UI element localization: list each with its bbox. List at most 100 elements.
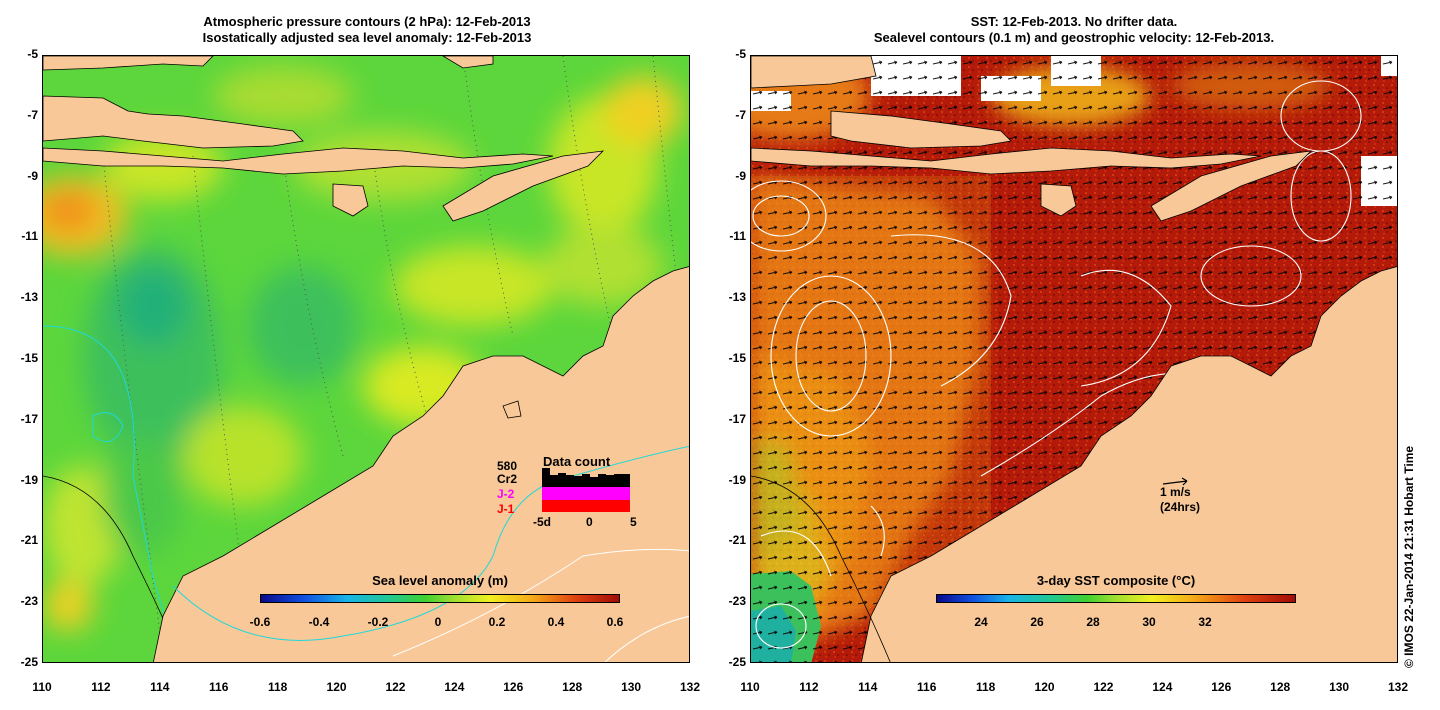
sla-tick: 0.6 [606, 615, 624, 629]
left-x-tick: 122 [385, 680, 406, 694]
right-y-tick: -11 [729, 229, 746, 244]
sst-tick: 28 [1086, 615, 1100, 629]
white-contour [392, 548, 689, 657]
right-title-line2: Sealevel contours (0.1 m) and geostrophi… [873, 30, 1275, 45]
right-x-tick: 132 [1387, 680, 1409, 694]
legend-j1: J-1 [497, 502, 515, 516]
left-x-tick: 126 [503, 680, 524, 694]
sst-tick: 30 [1142, 615, 1156, 629]
left-x-tick: 130 [621, 680, 642, 694]
land [751, 56, 1397, 662]
islet [502, 400, 522, 419]
sst-map-svg [751, 56, 1397, 662]
left-x-tick: 132 [679, 680, 701, 694]
sla-tick: -0.2 [367, 615, 389, 629]
data-count-axis-end: 5 [630, 515, 637, 529]
left-y-tick: -23 [20, 594, 38, 609]
left-x-tick: 128 [562, 680, 583, 694]
left-x-tick: 112 [91, 680, 111, 694]
right-y-tick: -21 [728, 533, 746, 548]
timor-island [442, 150, 605, 222]
sst-colorbar [936, 594, 1296, 603]
sla-tick: -0.6 [249, 615, 271, 629]
right-x-tick: 118 [975, 680, 996, 694]
left-y-tick: -13 [20, 290, 38, 305]
left-y-tick: -25 [20, 655, 38, 669]
sla-tick: 0 [434, 615, 442, 629]
right-y-tick: -19 [728, 472, 746, 487]
left-x-tick: 124 [444, 680, 465, 694]
right-x-tick: 122 [1093, 680, 1114, 694]
australia-mainland [153, 266, 689, 662]
lesser-sunda-islands [751, 147, 1262, 175]
sst-map[interactable] [750, 55, 1398, 663]
sst-tick: 32 [1198, 615, 1212, 629]
white-contour-2 [604, 615, 689, 662]
right-x-tick: 116 [917, 680, 937, 694]
pressure-contours [102, 56, 684, 657]
legend-j2: J-2 [497, 487, 515, 501]
left-title-line1: Atmospheric pressure contours (2 hPa): 1… [203, 14, 531, 29]
sla-tick: -0.4 [308, 615, 330, 629]
sst-colorbar-title: 3-day SST composite (°C) [1036, 573, 1196, 588]
velocity-scale-arrow [1162, 477, 1188, 486]
right-x-tick: 130 [1329, 680, 1350, 694]
left-y-tick: -17 [20, 411, 38, 426]
left-x-tick: 110 [32, 680, 52, 694]
right-x-tick: 114 [858, 680, 878, 694]
data-count-bars [542, 468, 630, 512]
australia-mainland [861, 266, 1397, 662]
right-x-tick: 110 [740, 680, 760, 694]
sumba-island [1040, 183, 1077, 217]
right-y-tick: -5 [735, 47, 746, 61]
right-y-tick: -17 [728, 411, 746, 426]
sst-tick: 26 [1030, 615, 1044, 629]
land [43, 56, 689, 662]
copyright-notice: © IMOS 22-Jan-2014 21:31 Hobart Time [1402, 445, 1416, 668]
sumba-island [332, 183, 369, 217]
count-bar-j1 [542, 500, 630, 512]
sla-tick: 0.2 [488, 615, 506, 629]
left-x-tick: 114 [150, 680, 170, 694]
left-y-tick: -19 [20, 472, 38, 487]
right-y-tick: -9 [735, 168, 746, 183]
data-count-title: Data count [543, 454, 611, 469]
left-y-tick: -7 [27, 107, 38, 122]
right-x-tick: 120 [1034, 680, 1055, 694]
right-y-tick: -15 [728, 351, 746, 365]
right-x-tick: 112 [799, 680, 819, 694]
right-y-tick: -7 [735, 107, 746, 122]
right-x-tick: 128 [1270, 680, 1291, 694]
cyan-shelf-contour [172, 445, 689, 641]
left-y-tick: -9 [27, 168, 38, 183]
sla-map-svg [43, 56, 689, 662]
timor-island [1150, 150, 1313, 222]
right-x-tick: 126 [1211, 680, 1232, 694]
lesser-sunda-islands [43, 147, 554, 175]
left-y-tick: -11 [21, 229, 38, 244]
borneo-coast [751, 56, 877, 89]
data-count-axis-zero: 0 [586, 515, 593, 529]
data-count-max: 580 [497, 459, 518, 473]
sla-colorbar [260, 594, 620, 603]
right-y-tick: -13 [728, 290, 746, 305]
velocity-scale-sublabel: (24hrs) [1160, 500, 1201, 514]
right-x-tick: 124 [1152, 680, 1173, 694]
count-bar-j2 [542, 487, 630, 501]
java-island [43, 95, 304, 149]
right-y-tick: -25 [728, 655, 746, 669]
borneo-coast [43, 56, 214, 71]
legend-cr2: Cr2 [497, 472, 518, 486]
left-y-tick: -15 [20, 351, 38, 365]
velocity-scale-label: 1 m/s [1160, 485, 1191, 499]
left-x-tick: 120 [326, 680, 347, 694]
sla-colorbar-title: Sea level anomaly (m) [372, 573, 508, 588]
left-title-line2: Isostatically adjusted sea level anomaly… [202, 30, 532, 45]
sea-level-anomaly-map[interactable] [42, 55, 690, 663]
right-y-tick: -23 [728, 594, 746, 609]
depth-contour [751, 475, 891, 662]
sst-tick: 24 [974, 615, 988, 629]
left-title: Atmospheric pressure contours (2 hPa): 1… [42, 14, 692, 46]
left-y-tick: -5 [27, 47, 38, 61]
data-count-axis-start: -5d [533, 515, 551, 529]
